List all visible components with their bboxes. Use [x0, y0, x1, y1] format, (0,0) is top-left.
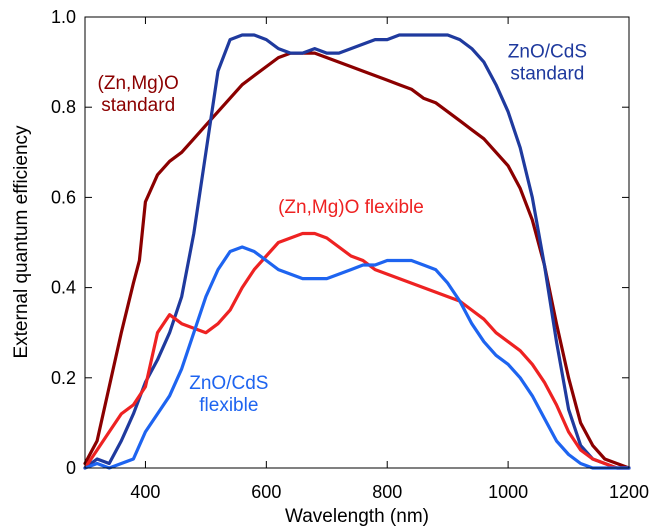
- y-tick-label: 1.0: [51, 7, 76, 27]
- x-tick-label: 1200: [609, 482, 649, 502]
- series-line-2: [83, 231, 631, 470]
- series-layer: [83, 33, 631, 470]
- annotation-znmgo-standard-line-1: standard: [101, 95, 175, 116]
- series-line-1: [83, 33, 631, 470]
- x-tick-label: 1000: [488, 482, 528, 502]
- y-tick-label: 0.8: [51, 97, 76, 117]
- plot-frame: [84, 16, 630, 469]
- annotation-zno-cds-standard-line-0: ZnO/CdS: [508, 42, 587, 63]
- x-tick-label: 600: [251, 482, 281, 502]
- tick-labels: 400 600 800 1000 1200 0 0.2 0.4 0.6 0.8 1.0: [51, 7, 649, 502]
- series-line-0: [83, 51, 631, 470]
- x-tick-label: 400: [130, 482, 160, 502]
- x-tick-label: 800: [372, 482, 402, 502]
- series-line-3: [83, 245, 631, 470]
- y-tick-label: 0.4: [51, 278, 76, 298]
- y-tick-label: 0.2: [51, 368, 76, 388]
- x-axis-label: Wavelength (nm): [285, 506, 429, 526]
- annotation-zno-cds-flexible-line-1: flexible: [199, 395, 258, 416]
- annotation-zno-cds-standard-line-1: standard: [510, 64, 584, 85]
- y-axis-label: External quantum efficiency: [11, 125, 32, 359]
- annotation-znmgo-standard-line-0: (Zn,Mg)O: [98, 73, 179, 94]
- ticks-layer: [85, 16, 630, 469]
- y-tick-label: 0: [66, 458, 76, 478]
- annotation-znmgo-flexible-line-0: (Zn,Mg)O flexible: [278, 197, 424, 218]
- y-tick-label: 0.6: [51, 187, 76, 207]
- series-annotations: ZnO/CdSstandard(Zn,Mg)Ostandard(Zn,Mg)O …: [98, 42, 587, 416]
- annotation-zno-cds-flexible-line-0: ZnO/CdS: [189, 373, 268, 394]
